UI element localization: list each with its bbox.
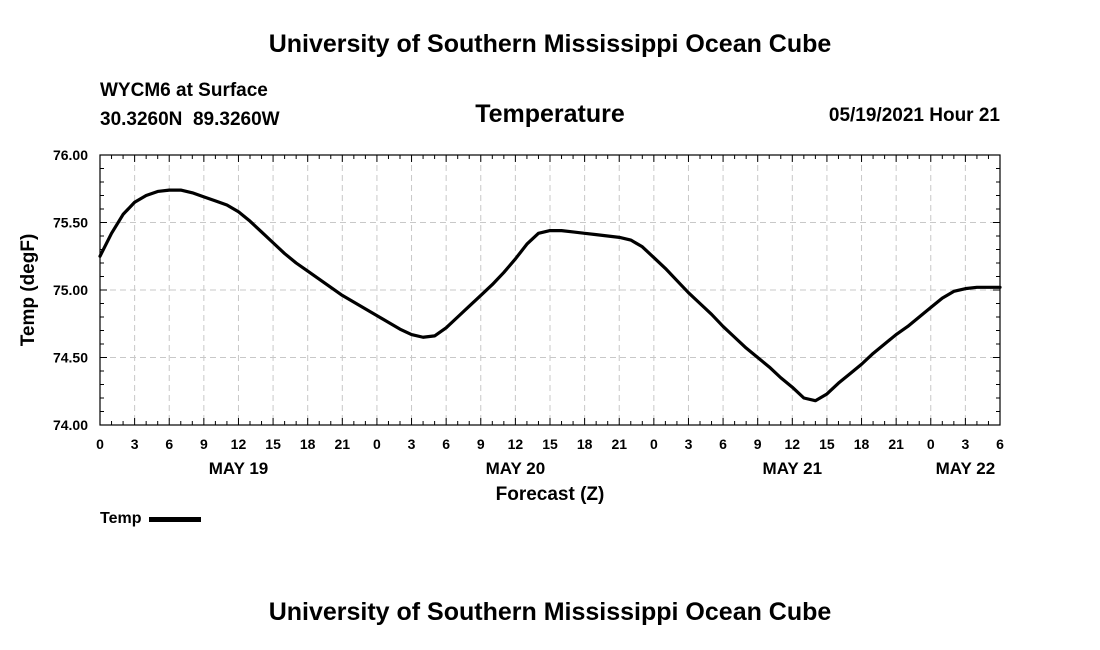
station-coordinates: 30.3260N 89.3260W — [100, 109, 280, 130]
x-tick-label: 12 — [785, 436, 801, 452]
y-tick-label: 76.00 — [53, 147, 88, 163]
x-tick-label: 18 — [300, 436, 316, 452]
y-tick-label: 74.00 — [53, 417, 88, 433]
x-tick-label: 12 — [231, 436, 247, 452]
x-tick-label: 6 — [165, 436, 173, 452]
x-tick-label: 3 — [961, 436, 969, 452]
header-institution-title: University of Southern Mississippi Ocean… — [268, 30, 832, 58]
x-tick-label: 18 — [577, 436, 593, 452]
axis-labels: 0 3 6 9 12 15 18 21 0 3 6 9 12 15 18 21 0 3 6 9 12 15 18 21 0 3 6 7… — [53, 147, 1004, 478]
date-label: MAY 20 — [486, 459, 546, 478]
x-tick-label: 15 — [265, 436, 281, 452]
x-axis-label: Forecast (Z) — [496, 484, 605, 505]
footer-institution-title: University of Southern Mississippi Ocean… — [268, 598, 832, 626]
chart-grid — [100, 155, 1000, 425]
x-tick-label: 15 — [542, 436, 558, 452]
forecast-datetime: 05/19/2021 Hour 21 — [828, 105, 1000, 126]
y-tick-label: 74.50 — [53, 350, 88, 366]
x-tick-label: 21 — [611, 436, 627, 452]
x-tick-label: 21 — [335, 436, 351, 452]
station-info: WYCM6 at Surface 30.3260N 89.3260W — [100, 76, 280, 134]
x-tick-label: 9 — [754, 436, 762, 452]
date-label: MAY 22 — [936, 459, 996, 478]
y-tick-label: 75.50 — [53, 215, 88, 231]
x-tick-label: 6 — [442, 436, 450, 452]
series-line-temp — [98, 188, 1002, 403]
date-label: MAY 21 — [763, 459, 823, 478]
date-label: MAY 19 — [209, 459, 269, 478]
x-tick-label: 9 — [200, 436, 208, 452]
x-tick-label: 3 — [131, 436, 139, 452]
axis-ticks — [99, 154, 1001, 426]
x-tick-label: 0 — [650, 436, 658, 452]
x-tick-label: 0 — [373, 436, 381, 452]
x-tick-label: 6 — [996, 436, 1004, 452]
x-tick-label: 15 — [819, 436, 835, 452]
y-tick-label: 75.00 — [53, 282, 88, 298]
x-tick-label: 0 — [96, 436, 104, 452]
legend-swatch-temp — [149, 516, 202, 522]
x-tick-label: 21 — [888, 436, 904, 452]
x-tick-label: 0 — [927, 436, 935, 452]
x-tick-label: 3 — [408, 436, 416, 452]
legend-label-temp: Temp — [100, 510, 142, 527]
x-tick-label: 18 — [854, 436, 870, 452]
station-name: WYCM6 at Surface — [100, 80, 268, 101]
x-tick-label: 6 — [719, 436, 727, 452]
y-axis-label: Temp (degF) — [18, 234, 39, 347]
legend: Temp — [100, 510, 202, 528]
chart-title: Temperature — [475, 100, 625, 128]
x-tick-label: 3 — [685, 436, 693, 452]
x-tick-label: 9 — [477, 436, 485, 452]
x-tick-label: 12 — [508, 436, 524, 452]
